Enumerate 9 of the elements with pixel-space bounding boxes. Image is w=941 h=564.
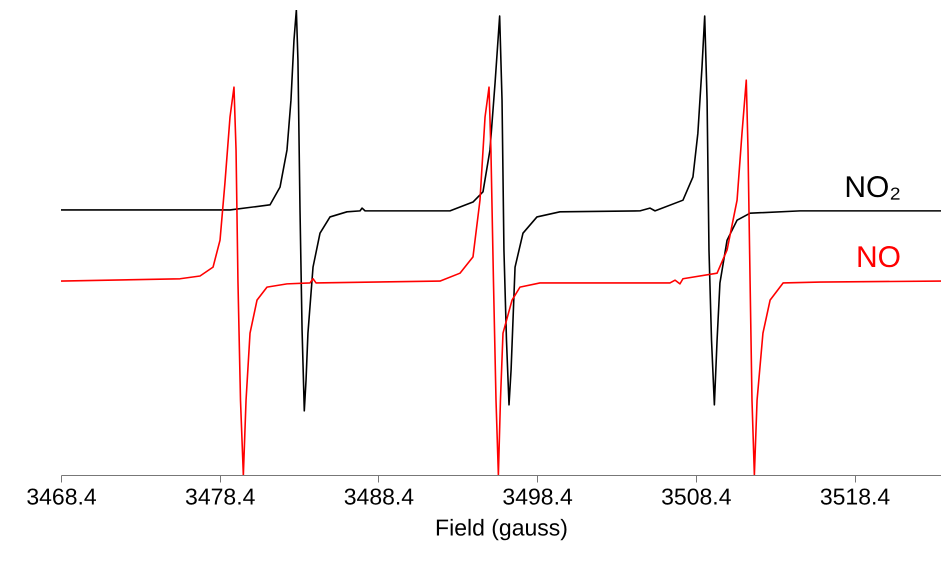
series-label: NO <box>856 241 901 274</box>
x-tick-label: 3518.4 <box>820 484 890 510</box>
x-tick-label: 3508.4 <box>661 484 732 510</box>
x-axis-title: Field (gauss) <box>435 514 568 540</box>
x-tick-label: 3468.4 <box>26 484 97 510</box>
x-tick-label: 3478.4 <box>185 484 256 510</box>
x-tick-label: 3488.4 <box>344 484 414 510</box>
x-tick-label: 3498.4 <box>502 484 573 510</box>
series-label: NO₂ <box>844 170 901 204</box>
